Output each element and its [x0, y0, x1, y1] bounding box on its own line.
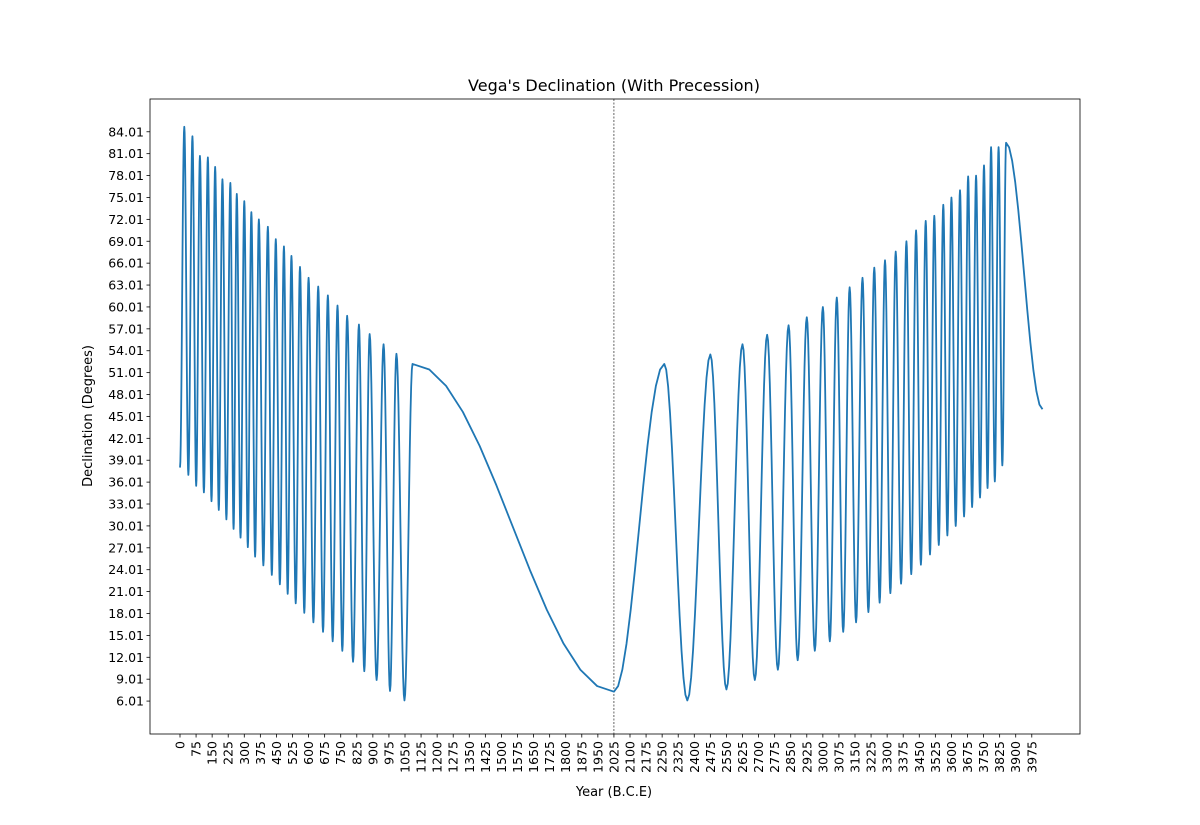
y-tick-label: 54.01 [108, 343, 144, 358]
y-tick-label: 45.01 [108, 409, 144, 424]
y-tick-label: 63.01 [108, 278, 144, 293]
x-tick-label: 2925 [799, 741, 814, 773]
y-axis-label: Declination (Degrees) [81, 345, 96, 487]
x-tick-label: 3525 [928, 741, 943, 773]
x-tick-label: 2100 [623, 741, 638, 773]
x-tick-label: 375 [253, 741, 268, 765]
x-tick-label: 750 [333, 741, 348, 765]
y-tick-label: 69.01 [108, 234, 144, 249]
x-tick-label: 825 [349, 741, 364, 765]
x-tick-label: 2550 [719, 741, 734, 773]
y-tick-label: 75.01 [108, 190, 144, 205]
y-tick-label: 6.01 [116, 694, 144, 709]
x-tick-label: 975 [381, 741, 396, 765]
x-tick-label: 225 [221, 741, 236, 765]
x-axis-label: Year (B.C.E) [575, 785, 652, 800]
x-tick-label: 3600 [944, 741, 959, 773]
y-tick-label: 9.01 [116, 672, 144, 687]
x-tick-label: 2700 [751, 741, 766, 773]
x-tick-label: 1200 [430, 741, 445, 773]
x-tick-label: 0 [173, 741, 188, 749]
x-tick-label: 525 [285, 741, 300, 765]
chart-title: Vega's Declination (With Precession) [468, 76, 760, 95]
x-tick-label: 3675 [960, 741, 975, 773]
x-tick-label: 1275 [446, 741, 461, 773]
x-tick-label: 2400 [687, 741, 702, 773]
x-tick-label: 2025 [606, 741, 621, 773]
x-tick-label: 3975 [1024, 741, 1039, 773]
y-tick-label: 42.01 [108, 431, 144, 446]
x-tick-label: 3450 [912, 741, 927, 773]
x-tick-label: 675 [317, 741, 332, 765]
x-tick-label: 150 [205, 741, 220, 765]
x-tick-label: 3075 [831, 741, 846, 773]
x-tick-label: 3300 [880, 741, 895, 773]
x-tick-label: 2325 [671, 741, 686, 773]
y-tick-label: 27.01 [108, 540, 144, 555]
x-tick-label: 1425 [478, 741, 493, 773]
plot-area: 6.01 9.01 12.01 15.01 18.01 21.01 24.01 27.01 30… [108, 98, 1081, 773]
x-tick-label: 3000 [815, 741, 830, 773]
x-tick-label: 1050 [398, 741, 413, 773]
x-tick-label: 2625 [735, 741, 750, 773]
x-tick-label: 75 [189, 741, 204, 757]
y-tick-label: 78.01 [108, 168, 144, 183]
x-tick-label: 2850 [783, 741, 798, 773]
y-tick-label: 66.01 [108, 256, 144, 271]
x-tick-label: 3900 [1008, 741, 1023, 773]
x-tick-label: 3150 [848, 741, 863, 773]
y-tick-label: 81.01 [108, 146, 144, 161]
y-tick-label: 21.01 [108, 584, 144, 599]
x-tick-label: 1650 [526, 741, 541, 773]
x-tick-label: 450 [269, 741, 284, 765]
y-tick-label: 24.01 [108, 562, 144, 577]
y-tick-label: 18.01 [108, 606, 144, 621]
x-tick-label: 3375 [896, 741, 911, 773]
y-tick-label: 39.01 [108, 453, 144, 468]
x-tick-label: 1875 [574, 741, 589, 773]
y-tick-label: 57.01 [108, 321, 144, 336]
x-tick-label: 1950 [590, 741, 605, 773]
x-tick-label: 1800 [558, 741, 573, 773]
x-tick-label: 2475 [703, 741, 718, 773]
declination-line [179, 125, 1044, 702]
y-tick-label: 72.01 [108, 212, 144, 227]
y-tick-label: 15.01 [108, 628, 144, 643]
x-tick-label: 2175 [639, 741, 654, 773]
y-tick-label: 30.01 [108, 518, 144, 533]
y-tick-label: 33.01 [108, 497, 144, 512]
y-tick-label: 36.01 [108, 475, 144, 490]
x-tick-label: 3750 [976, 741, 991, 773]
y-tick-label: 60.01 [108, 299, 144, 314]
x-tick-label: 3825 [992, 741, 1007, 773]
x-tick-label: 1350 [462, 741, 477, 773]
x-tick-label: 1725 [542, 741, 557, 773]
x-tick-label: 600 [301, 741, 316, 765]
x-tick-label: 3225 [864, 741, 879, 773]
x-tick-label: 1125 [414, 741, 429, 773]
y-tick-label: 48.01 [108, 387, 144, 402]
x-tick-label: 2775 [767, 741, 782, 773]
y-tick-label: 51.01 [108, 365, 144, 380]
x-tick-label: 2250 [655, 741, 670, 773]
x-tick-label: 1575 [510, 741, 525, 773]
y-tick-label: 12.01 [108, 650, 144, 665]
x-tick-label: 300 [237, 741, 252, 765]
y-tick-label: 84.01 [108, 124, 144, 139]
x-tick-label: 1500 [494, 741, 509, 773]
x-tick-label: 900 [365, 741, 380, 765]
